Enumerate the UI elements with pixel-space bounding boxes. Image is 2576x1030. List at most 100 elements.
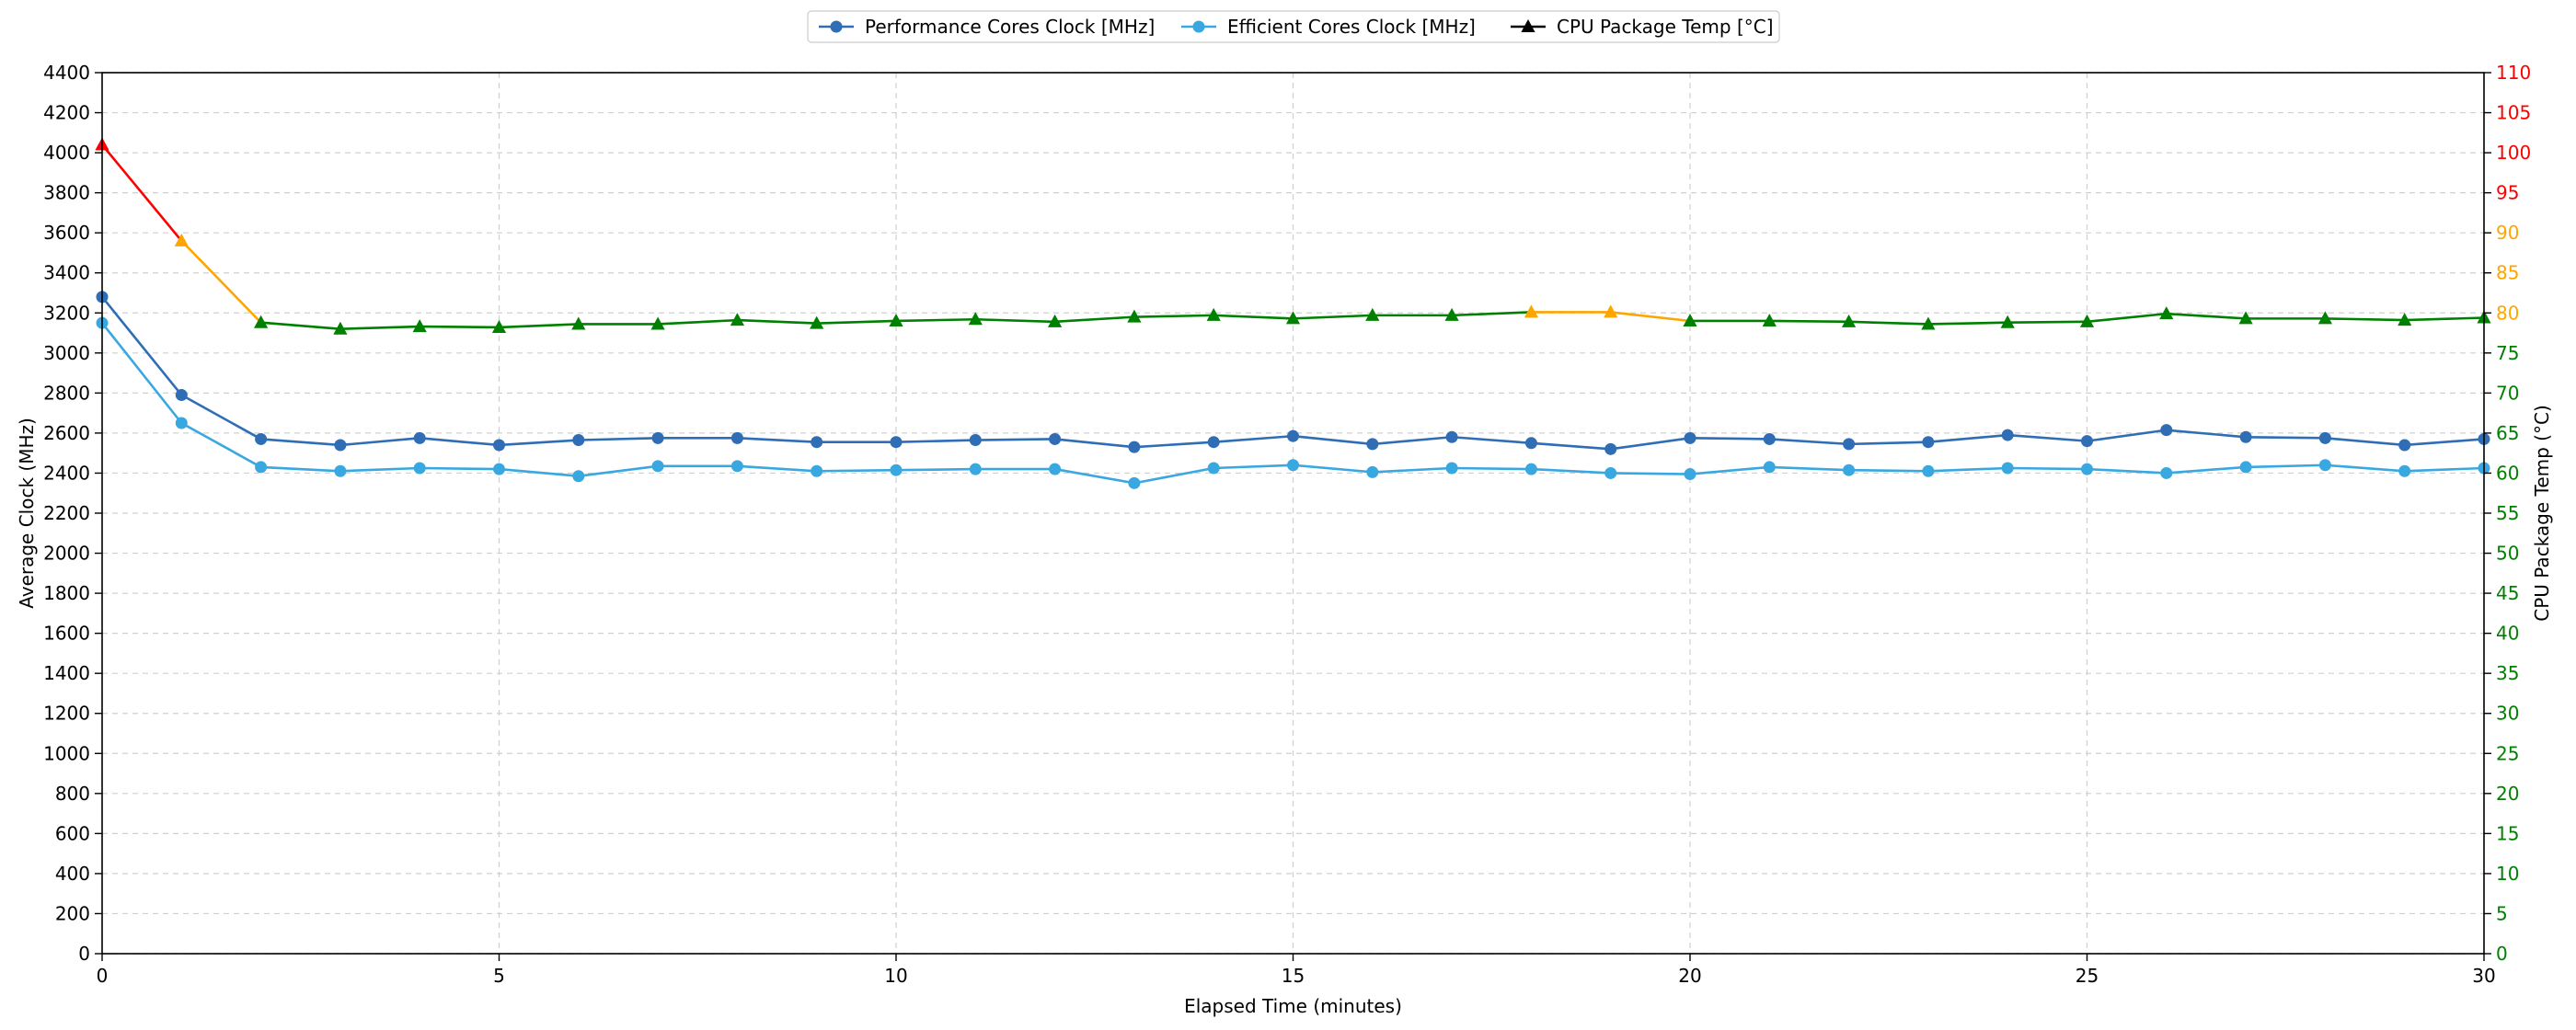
data-point: [1207, 436, 1220, 449]
data-point: [413, 431, 426, 444]
data-point: [572, 434, 585, 447]
temp-point: [2398, 313, 2412, 326]
right-axis: 0 5 10 15 20 25 30 35 40 45 50 55 60 65 70 75 80 85 90 95 10…: [2484, 62, 2531, 965]
data-point: [175, 417, 188, 429]
data-point: [1922, 464, 1935, 477]
series-layer: [95, 137, 2491, 489]
y-tick-label: 4400: [43, 62, 90, 84]
legend-item: Performance Cores Clock [MHz]: [819, 16, 1155, 38]
data-point: [2160, 424, 2173, 437]
series-3: [95, 137, 2491, 335]
data-point: [1049, 432, 1062, 445]
y2-tick-label: 70: [2496, 382, 2519, 404]
temp-point: [333, 321, 348, 335]
temp-point: [1048, 314, 1063, 327]
data-point: [969, 463, 982, 475]
y2-tick-label: 65: [2496, 422, 2519, 444]
temp-point: [1921, 316, 1936, 330]
data-point: [2160, 466, 2173, 479]
temp-segment: [1213, 314, 1294, 320]
data-point: [493, 463, 505, 475]
data-point: [1684, 431, 1696, 444]
data-point: [1207, 462, 1220, 475]
legend-label: Efficient Cores Clock [MHz]: [1227, 16, 1476, 38]
y-axis-title: Average Clock (MHz): [16, 418, 38, 609]
y2-tick-label: 5: [2496, 902, 2508, 924]
data-point: [334, 439, 347, 452]
temp-segment: [1293, 314, 1373, 320]
data-point: [1922, 436, 1935, 449]
y-tick-label: 800: [55, 783, 90, 805]
y-tick-label: 2000: [43, 543, 90, 565]
y2-tick-label: 105: [2496, 102, 2531, 124]
data-point: [1684, 468, 1696, 481]
temp-point: [1365, 307, 1380, 321]
temp-point: [2079, 314, 2095, 327]
y2-tick-label: 100: [2496, 142, 2531, 164]
y2-tick-label: 80: [2496, 302, 2519, 324]
series-2: [96, 316, 2490, 489]
temp-point: [1683, 313, 1697, 326]
data-point: [1445, 462, 1458, 475]
y-tick-label: 2600: [43, 422, 90, 444]
temp-point: [491, 319, 507, 333]
temp-segment: [339, 325, 420, 330]
temp-point: [1524, 304, 1538, 318]
y-tick-label: 3400: [43, 262, 90, 284]
temp-segment: [2325, 317, 2405, 322]
y2-tick-label: 95: [2496, 182, 2519, 204]
y2-tick-label: 0: [2496, 943, 2508, 965]
data-point: [730, 431, 743, 444]
temp-segment: [1054, 315, 1134, 324]
temp-point: [650, 316, 665, 330]
y-tick-label: 1600: [43, 623, 90, 645]
temp-point: [968, 312, 983, 326]
data-point: [1843, 464, 1856, 476]
data-point: [2239, 461, 2252, 474]
data-point: [890, 436, 903, 449]
data-point: [493, 439, 505, 452]
temp-point: [810, 315, 824, 329]
temp-segment: [180, 239, 262, 324]
temp-point: [2000, 315, 2015, 328]
y-tick-label: 400: [55, 863, 90, 885]
x-tick-label: 20: [1678, 965, 1701, 987]
temp-segment: [2087, 312, 2167, 324]
data-point: [1524, 437, 1537, 450]
data-point: [1287, 429, 1299, 442]
temp-segment: [2007, 320, 2087, 325]
temp-segment: [1610, 311, 1691, 323]
x-axis: 0 5 10 15 20 25 30: [97, 954, 2496, 987]
temp-point: [730, 313, 744, 326]
y-tick-label: 1200: [43, 703, 90, 725]
temp-point: [1604, 304, 1618, 318]
y-tick-label: 4200: [43, 102, 90, 124]
legend-label: CPU Package Temp [°C]: [1557, 16, 1774, 38]
x-tick-label: 0: [97, 965, 109, 987]
data-point: [2001, 429, 2014, 441]
y2-tick-label: 50: [2496, 543, 2519, 565]
y2-tick-label: 40: [2496, 623, 2519, 645]
temp-segment: [895, 317, 976, 323]
y2-tick-label: 10: [2496, 863, 2519, 885]
temp-point: [1206, 307, 1221, 321]
legend-item: Efficient Cores Clock [MHz]: [1181, 16, 1476, 38]
temp-segment: [737, 318, 817, 325]
y-tick-label: 1400: [43, 662, 90, 684]
y-tick-label: 2200: [43, 502, 90, 524]
data-point: [1049, 463, 1062, 475]
temp-point: [2238, 311, 2253, 325]
y2-tick-label: 90: [2496, 222, 2519, 244]
temp-segment: [1769, 319, 1849, 324]
temp-segment: [2166, 312, 2247, 320]
legend-marker: [830, 20, 843, 33]
y2-tick-label: 15: [2496, 822, 2519, 844]
temp-segment: [499, 323, 579, 329]
legend-marker: [1521, 19, 1535, 32]
temp-segment: [975, 317, 1055, 324]
temp-segment: [1452, 311, 1532, 317]
y2-tick-label: 35: [2496, 662, 2519, 684]
y-tick-label: 2800: [43, 382, 90, 404]
x-tick-label: 10: [884, 965, 907, 987]
data-point: [2318, 431, 2331, 444]
